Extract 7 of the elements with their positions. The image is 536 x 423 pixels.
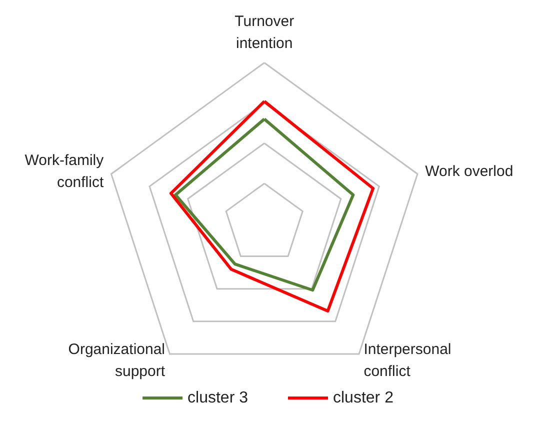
spoke-label: Organizational support: [68, 340, 166, 380]
legend-label: cluster 2: [333, 390, 394, 406]
spoke-label: Turnover intention: [234, 13, 294, 52]
spoke-label: Work overlod: [425, 162, 514, 180]
legend-label: cluster 3: [188, 390, 248, 406]
spoke-label: Interpersonal conflict: [364, 340, 452, 380]
spoke-label: Work-family conflict: [24, 152, 104, 191]
